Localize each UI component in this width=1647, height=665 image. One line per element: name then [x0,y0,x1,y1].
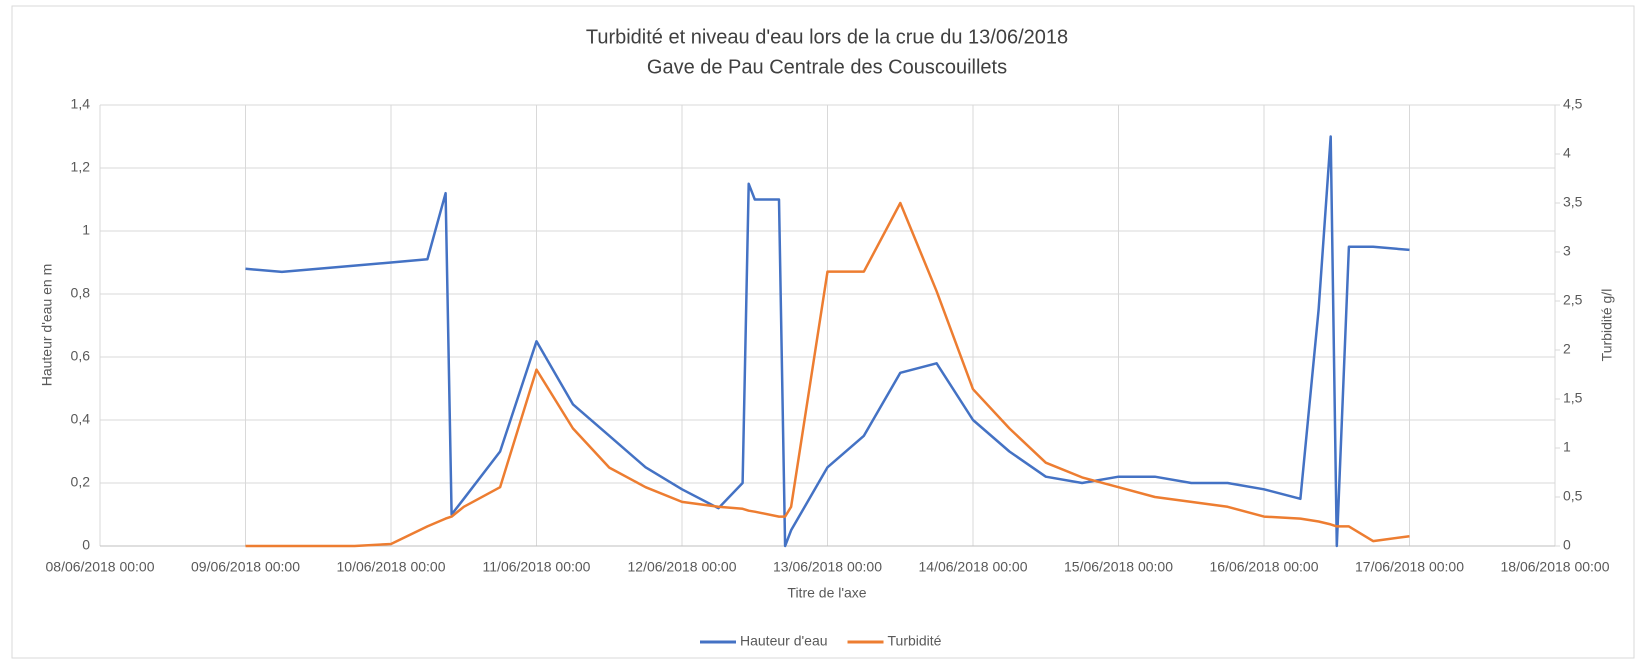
y2-tick-label: 2 [1563,341,1571,357]
y2-tick-label: 3,5 [1563,194,1583,210]
x-tick-label: 16/06/2018 00:00 [1210,559,1319,575]
legend-label: Turbidité [888,633,942,649]
y2-tick-label: 3 [1563,243,1571,259]
y2-tick-label: 4 [1563,145,1571,161]
y2-tick-label: 0 [1563,537,1571,553]
y2-tick-label: 0,5 [1563,488,1583,504]
chart-frame [11,5,1635,659]
y2-axis-title: Turbidité g/l [1599,289,1615,362]
y-tick-label: 0 [82,537,90,553]
chart-title: Turbidité et niveau d'eau lors de la cru… [586,26,1068,48]
x-tick-label: 09/06/2018 00:00 [191,559,300,575]
x-tick-label: 14/06/2018 00:00 [919,559,1028,575]
legend-label: Hauteur d'eau [740,633,828,649]
y-axis-title: Hauteur d'eau en m [39,264,55,387]
x-tick-label: 11/06/2018 00:00 [483,559,591,575]
chart-subtitle: Gave de Pau Centrale des Couscouillets [647,56,1007,78]
x-tick-label: 15/06/2018 00:00 [1064,559,1173,575]
y-tick-label: 0,4 [71,411,91,427]
x-tick-label: 12/06/2018 00:00 [628,559,737,575]
y-tick-label: 0,8 [71,285,91,301]
y-tick-label: 1 [82,222,90,238]
x-axis-title: Titre de l'axe [787,585,866,601]
x-tick-label: 13/06/2018 00:00 [773,559,882,575]
x-tick-label: 18/06/2018 00:00 [1501,559,1610,575]
y-tick-label: 1,4 [71,96,91,112]
y-tick-label: 0,6 [71,348,91,364]
series-line [245,201,1410,548]
y-tick-label: 1,2 [71,159,91,175]
y2-tick-label: 2,5 [1563,292,1583,308]
x-tick-label: 17/06/2018 00:00 [1355,559,1464,575]
y2-tick-label: 4,5 [1563,96,1583,112]
y2-tick-label: 1,5 [1563,390,1583,406]
x-tick-label: 08/06/2018 00:00 [46,559,155,575]
series-line [245,135,1410,548]
y2-tick-label: 1 [1563,439,1571,455]
x-tick-label: 10/06/2018 00:00 [337,559,446,575]
y-tick-label: 0,2 [71,474,91,490]
